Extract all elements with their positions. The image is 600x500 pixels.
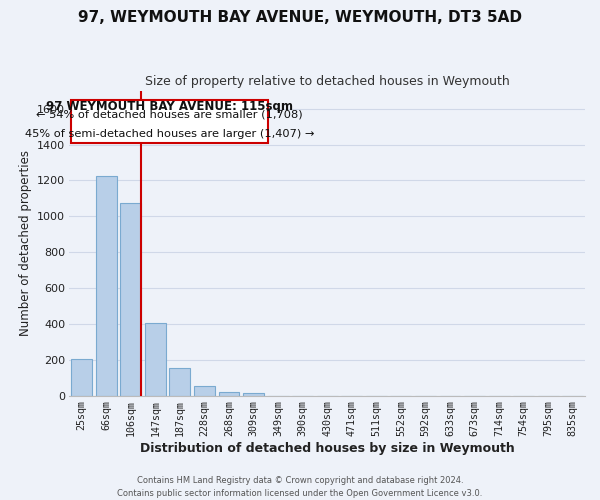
Bar — [218, 392, 239, 396]
Y-axis label: Number of detached properties: Number of detached properties — [19, 150, 32, 336]
Title: Size of property relative to detached houses in Weymouth: Size of property relative to detached ho… — [145, 75, 509, 88]
Bar — [169, 368, 190, 396]
Bar — [96, 176, 117, 396]
X-axis label: Distribution of detached houses by size in Weymouth: Distribution of detached houses by size … — [140, 442, 515, 455]
Bar — [243, 392, 264, 396]
Text: Contains HM Land Registry data © Crown copyright and database right 2024.
Contai: Contains HM Land Registry data © Crown c… — [118, 476, 482, 498]
Text: ← 54% of detached houses are smaller (1,708): ← 54% of detached houses are smaller (1,… — [36, 110, 303, 120]
Bar — [194, 386, 215, 396]
Bar — [145, 322, 166, 396]
Text: 97 WEYMOUTH BAY AVENUE: 115sqm: 97 WEYMOUTH BAY AVENUE: 115sqm — [46, 100, 293, 113]
Bar — [71, 360, 92, 397]
Bar — [121, 203, 141, 396]
Text: 45% of semi-detached houses are larger (1,407) →: 45% of semi-detached houses are larger (… — [25, 128, 314, 138]
Bar — [71, 100, 268, 142]
Text: 97, WEYMOUTH BAY AVENUE, WEYMOUTH, DT3 5AD: 97, WEYMOUTH BAY AVENUE, WEYMOUTH, DT3 5… — [78, 10, 522, 25]
